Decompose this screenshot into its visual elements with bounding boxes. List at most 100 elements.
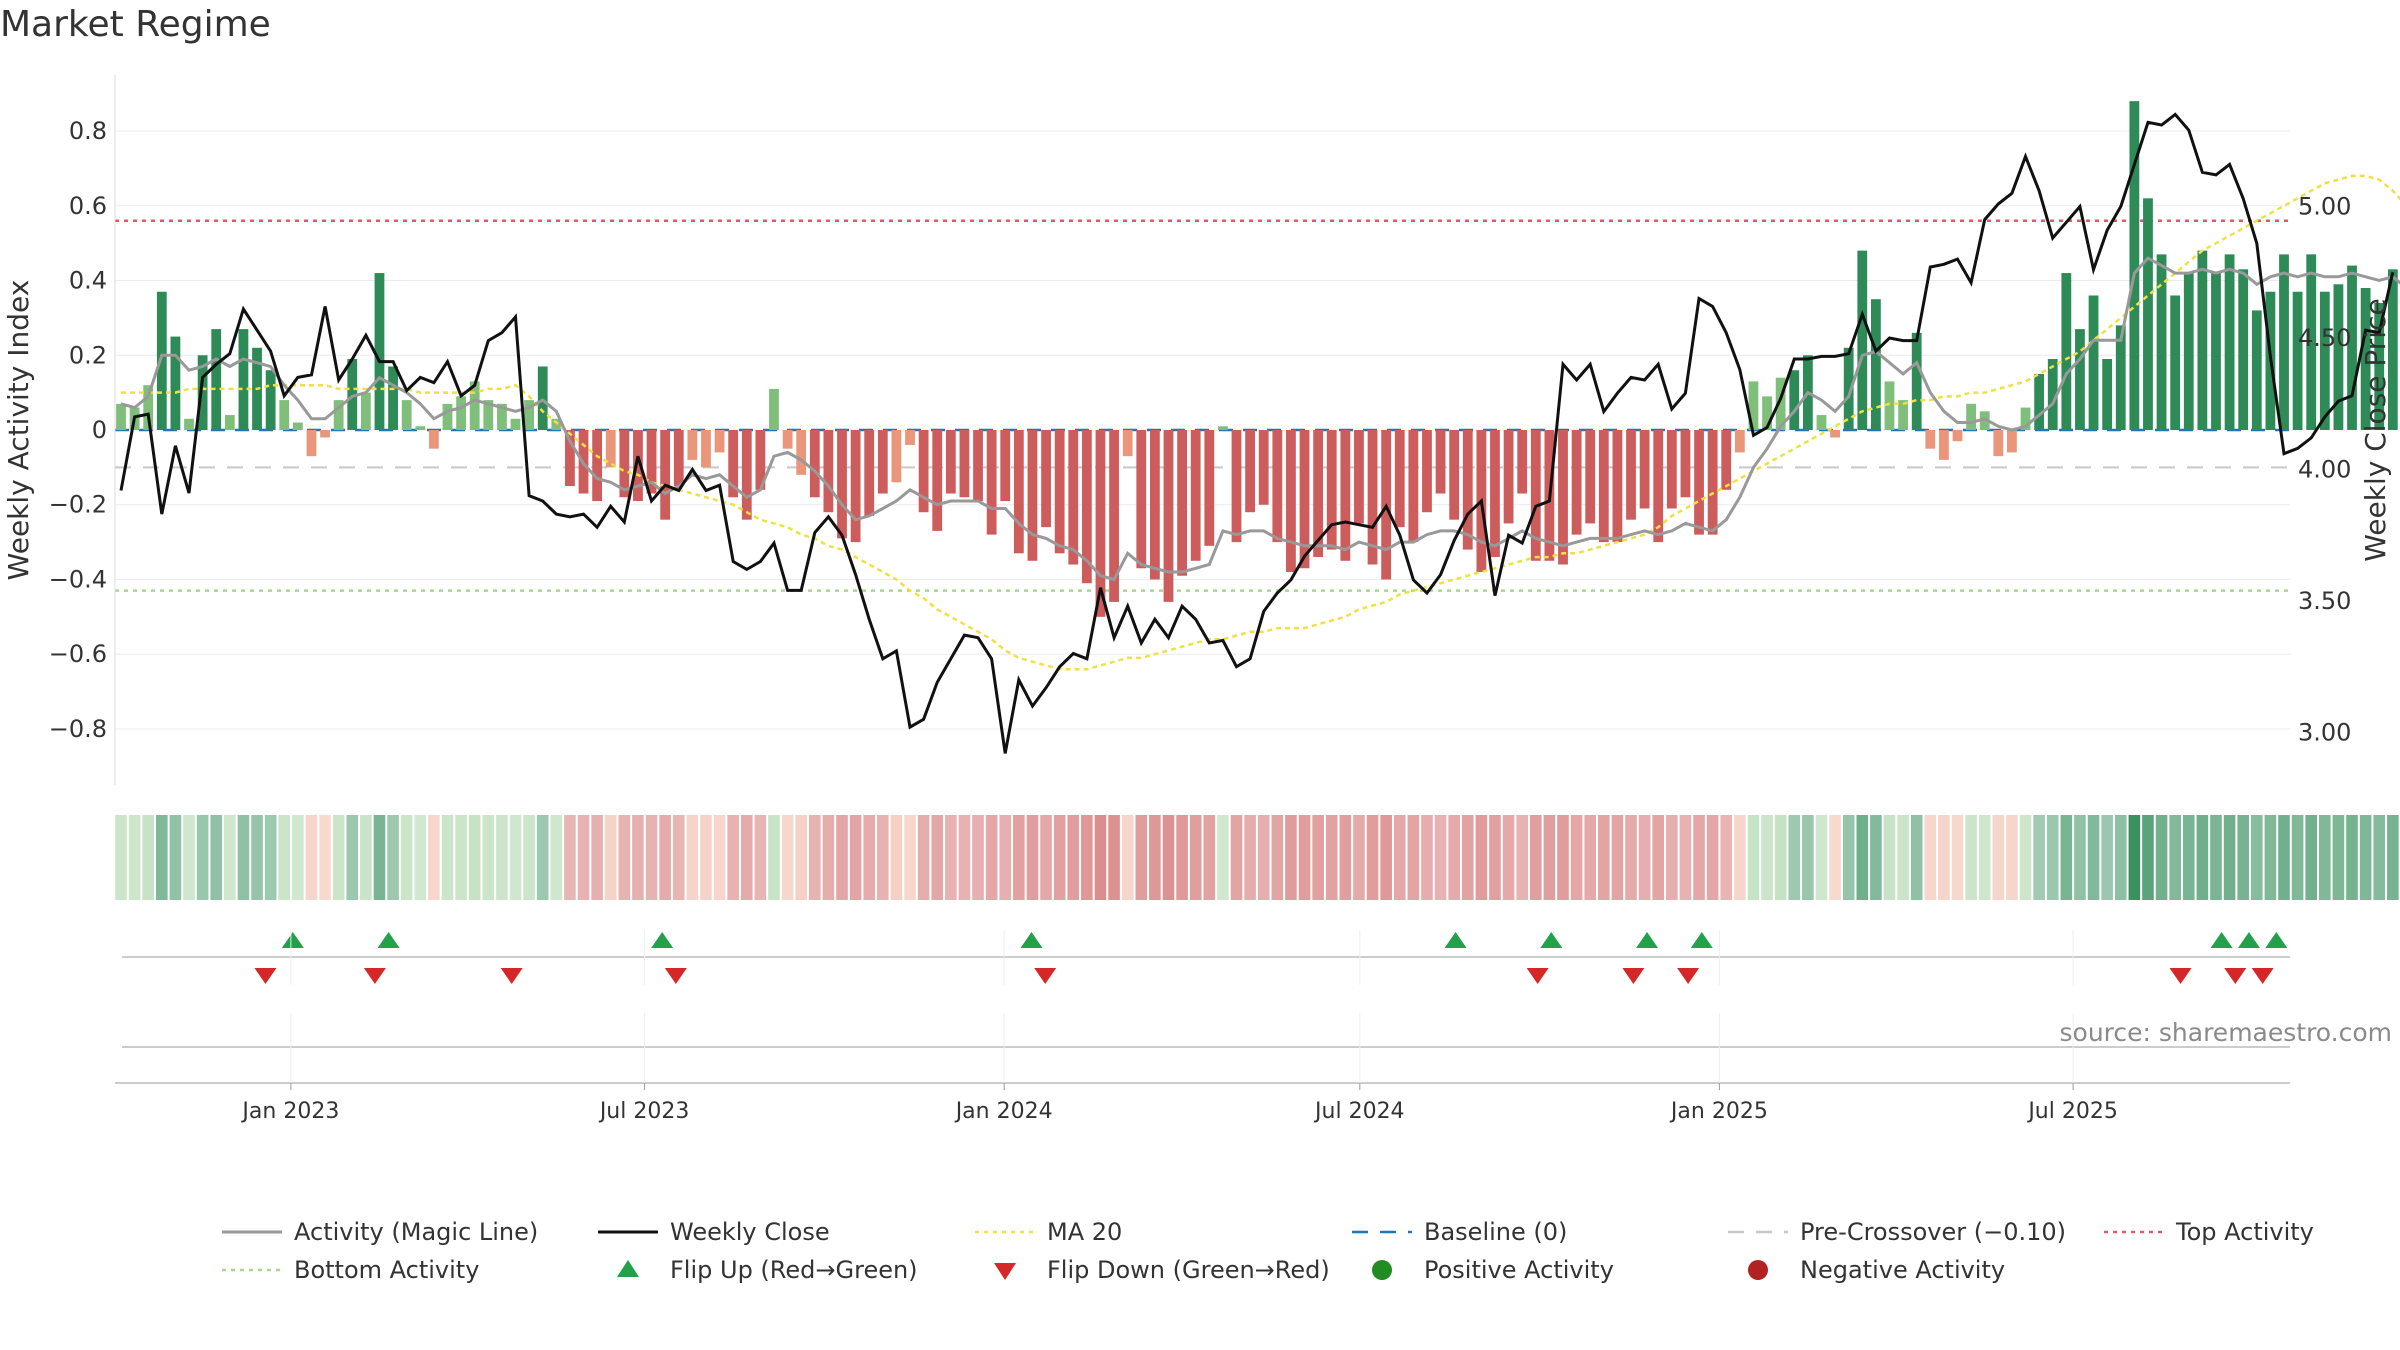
regime-cell [210, 815, 223, 900]
regime-cell [1081, 815, 1093, 900]
flip-up-marker [651, 932, 674, 948]
legend-item: Negative Activity [1748, 1256, 2005, 1284]
regime-cell [686, 815, 699, 900]
regime-cell [700, 815, 712, 900]
regime-cell [224, 815, 236, 900]
legend-label: Top Activity [2175, 1218, 2314, 1246]
flip-down-marker [664, 968, 687, 984]
activity-bar [1462, 430, 1473, 550]
regime-cell [2387, 815, 2399, 900]
activity-bar [537, 366, 548, 430]
legend-label: Flip Up (Red→Green) [670, 1256, 918, 1284]
regime-cell [1026, 815, 1039, 900]
activity-bar [551, 418, 562, 430]
regime-cell [1910, 815, 1923, 900]
flip-up-marker [2210, 932, 2233, 948]
regime-cell [1094, 815, 1107, 900]
activity-bar [1762, 396, 1772, 430]
activity-bar [1571, 430, 1582, 535]
activity-bar [755, 430, 766, 490]
activity-bar [2183, 273, 2194, 430]
activity-bar [1354, 430, 1364, 524]
regime-cell [1298, 815, 1311, 900]
activity-bar [1109, 430, 1119, 602]
y-tick-label-left: −0.4 [49, 565, 107, 593]
activity-bar [2211, 273, 2221, 430]
regime-cell [346, 815, 359, 900]
y-tick-label-left: 0 [92, 416, 107, 444]
flip-down-marker [2224, 968, 2247, 984]
legend-label: Weekly Close [670, 1218, 830, 1246]
regime-cell [332, 815, 345, 900]
regime-cell [169, 815, 182, 900]
activity-bar [945, 430, 956, 494]
regime-cell [2155, 815, 2168, 900]
regime-cell [1761, 815, 1773, 900]
regime-cell [768, 815, 780, 900]
activity-bar [605, 430, 616, 468]
activity-bar [1775, 377, 1786, 430]
regime-cell [1257, 815, 1270, 900]
y-tick-label-left: 0.6 [69, 192, 107, 220]
activity-bar [1149, 430, 1160, 580]
regime-cell [1584, 815, 1597, 900]
regime-cell [1121, 815, 1134, 900]
activity-bar [1626, 430, 1636, 520]
activity-bar [1558, 430, 1568, 565]
x-tick-label: Jan 2025 [1669, 1099, 1768, 1124]
regime-cell [1067, 815, 1080, 900]
activity-bar [741, 430, 752, 520]
magic-line [120, 256, 2400, 582]
regime-cell [1978, 815, 1991, 900]
activity-bar [279, 400, 290, 430]
regime-cell [904, 815, 916, 900]
flip-down-marker [2251, 968, 2274, 984]
activity-bar [2360, 288, 2371, 430]
legend-label: Pre-Crossover (−0.10) [1800, 1218, 2066, 1246]
regime-cell [1666, 815, 1678, 900]
regime-cell [1053, 815, 1066, 900]
regime-cell [1543, 815, 1556, 900]
regime-cell [2346, 815, 2358, 900]
flip-down-marker [1622, 968, 1645, 984]
regime-cell [468, 815, 481, 900]
regime-cell [795, 815, 807, 900]
x-tick-label: Jul 2023 [598, 1099, 690, 1124]
activity-bar [714, 430, 725, 453]
regime-cell [577, 815, 590, 900]
activity-bar [1707, 430, 1718, 535]
regime-cell [1040, 815, 1052, 900]
regime-cell [523, 815, 535, 900]
activity-bar [2156, 254, 2167, 430]
activity-bar [197, 355, 208, 430]
legend-label: Baseline (0) [1424, 1218, 1567, 1246]
activity-bar [2333, 284, 2344, 430]
regime-cell [2101, 815, 2113, 900]
source-note: source: sharemaestro.com [2059, 1018, 2393, 1047]
regime-cell [2373, 815, 2386, 900]
regime-cell [2305, 815, 2318, 900]
flip-up-marker [1540, 932, 1563, 948]
activity-bar [769, 388, 779, 430]
activity-bar [2034, 373, 2045, 430]
activity-bars [116, 101, 2398, 617]
activity-bar [2047, 359, 2058, 430]
y-axis-title-right: Weekly Close Price [2359, 298, 2392, 561]
regime-cell [496, 815, 508, 900]
activity-bar [728, 430, 739, 498]
legend-item: Activity (Magic Line) [222, 1218, 538, 1246]
regime-cell [1502, 815, 1515, 900]
flip-up-marker [1020, 932, 1043, 948]
regime-cell [1366, 815, 1379, 900]
y-tick-label-right: 3.50 [2298, 587, 2351, 615]
activity-bar [1326, 430, 1337, 550]
activity-bar [565, 430, 575, 487]
y-tick-label-left: 0.4 [69, 267, 107, 295]
activity-bar [456, 396, 466, 430]
legend-item: Pre-Crossover (−0.10) [1728, 1218, 2066, 1246]
activity-bar [2020, 407, 2031, 430]
regime-cell [115, 815, 127, 900]
activity-bar [1000, 430, 1011, 501]
regime-cell [278, 815, 291, 900]
activity-bar [156, 291, 167, 430]
